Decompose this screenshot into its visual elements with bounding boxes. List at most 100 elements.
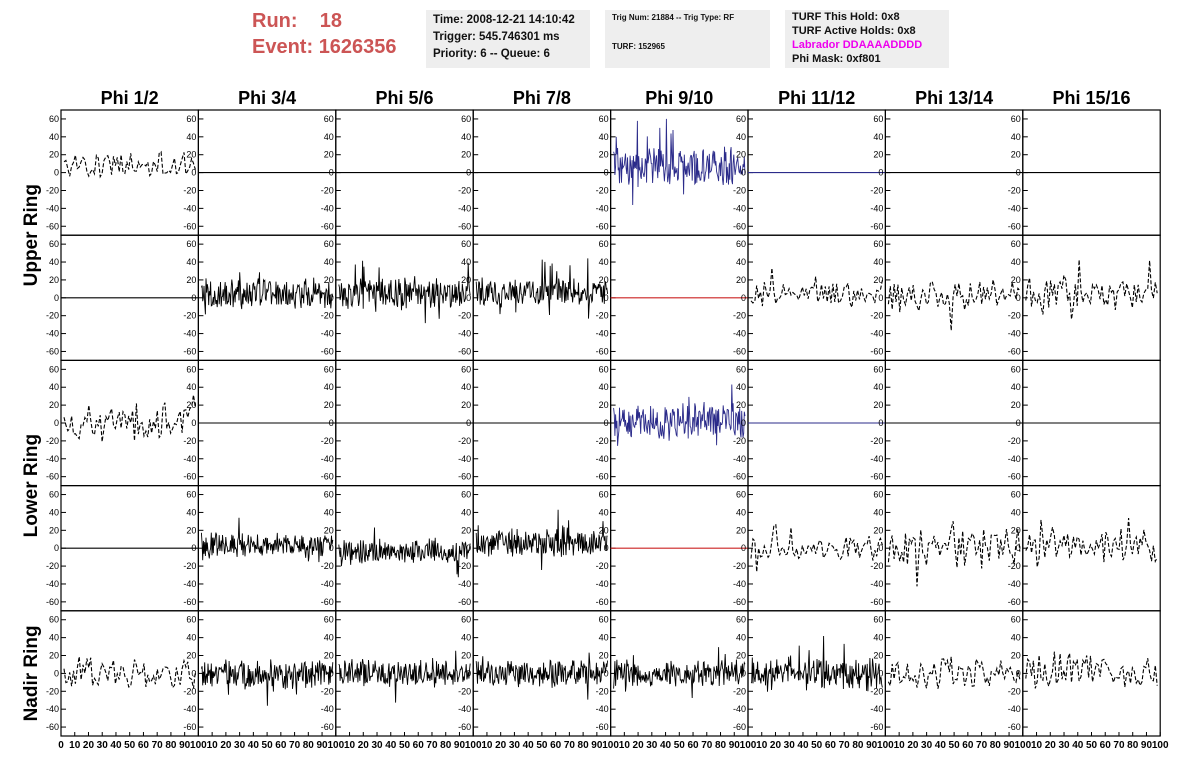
x-tick-label: 90 (591, 740, 603, 751)
y-tick-label: -20 (321, 561, 334, 571)
y-tick-label: 20 (49, 150, 59, 160)
x-tick-label: 10 (69, 740, 81, 751)
y-tick-label: 40 (1011, 382, 1021, 392)
y-tick-label: 20 (873, 651, 883, 661)
x-tick-label: 40 (1072, 740, 1084, 751)
y-tick-label: 60 (873, 364, 883, 374)
y-tick-label: -20 (46, 686, 59, 696)
y-tick-label: 20 (736, 275, 746, 285)
y-tick-label: -20 (733, 311, 746, 321)
y-tick-label: 20 (736, 150, 746, 160)
y-tick-label: -60 (870, 722, 883, 732)
y-tick-label: 60 (873, 615, 883, 625)
y-tick-label: 40 (1011, 257, 1021, 267)
column-header-4: Phi 7/8 (513, 88, 571, 108)
x-tick-label: 20 (358, 740, 370, 751)
x-tick-label: 30 (921, 740, 933, 751)
y-tick-label: -40 (1008, 454, 1021, 464)
y-tick-label: -40 (183, 704, 196, 714)
y-tick-label: 20 (186, 275, 196, 285)
y-tick-label: 20 (186, 525, 196, 535)
x-tick-label: 70 (1113, 740, 1125, 751)
panel-frame (60, 359, 199, 487)
y-tick-label: -20 (1008, 311, 1021, 321)
y-tick-label: -60 (1008, 221, 1021, 231)
y-tick-label: 20 (873, 150, 883, 160)
y-tick-label: 0 (329, 668, 334, 678)
y-tick-label: 40 (461, 257, 471, 267)
y-tick-label: -20 (870, 561, 883, 571)
y-tick-label: -60 (183, 346, 196, 356)
y-tick-label: -20 (183, 436, 196, 446)
phi-mask-text: Phi Mask: 0xf801 (792, 53, 881, 65)
y-tick-label: 40 (186, 633, 196, 643)
y-tick-label: 0 (741, 293, 746, 303)
y-tick-label: -40 (870, 704, 883, 714)
y-tick-label: -20 (458, 686, 471, 696)
trigger-info-box: Trig Num: 21884 -- Trig Type: RF TURF: 1… (605, 10, 770, 68)
x-tick-label: 80 (1127, 740, 1139, 751)
x-tick-label: 30 (234, 740, 246, 751)
y-tick-label: -20 (596, 561, 609, 571)
y-tick-label: -20 (733, 561, 746, 571)
x-tick-label: 70 (701, 740, 713, 751)
x-tick-label: 90 (1141, 740, 1153, 751)
waveform-trace (475, 258, 609, 319)
y-tick-label: 0 (878, 418, 883, 428)
y-tick-label: 0 (878, 668, 883, 678)
y-tick-label: -60 (1008, 722, 1021, 732)
x-tick-label: 60 (825, 740, 837, 751)
y-tick-label: 0 (878, 543, 883, 553)
y-tick-label: -40 (870, 579, 883, 589)
y-tick-label: 40 (736, 507, 746, 517)
x-tick-label: 30 (784, 740, 796, 751)
y-tick-label: -20 (596, 311, 609, 321)
column-header-2: Phi 3/4 (238, 88, 296, 108)
x-tick-label: 60 (1100, 740, 1112, 751)
x-tick-label: 90 (179, 740, 191, 751)
y-tick-label: -60 (458, 346, 471, 356)
waveform-trace (475, 652, 609, 700)
y-tick-label: 60 (736, 364, 746, 374)
y-tick-label: 40 (49, 633, 59, 643)
y-tick-label: 60 (324, 615, 334, 625)
y-tick-label: -20 (870, 686, 883, 696)
x-tick-label: 50 (536, 740, 548, 751)
y-tick-label: 60 (599, 239, 609, 249)
waveform-trace (887, 279, 1021, 331)
y-tick-label: 40 (599, 257, 609, 267)
y-tick-label: 0 (191, 543, 196, 553)
y-tick-label: 20 (49, 275, 59, 285)
event-value: 1626356 (318, 36, 397, 58)
x-tick-label: 60 (138, 740, 150, 751)
y-tick-label: -20 (183, 561, 196, 571)
y-tick-label: -20 (1008, 686, 1021, 696)
y-tick-label: 40 (599, 507, 609, 517)
x-tick-label: 40 (248, 740, 260, 751)
run-event-label: Run: 18 Event: 1626356 (252, 8, 397, 60)
y-tick-label: 20 (324, 400, 334, 410)
y-tick-label: -60 (733, 597, 746, 607)
turf-info-box: TURF This Hold: 0x8 TURF Active Holds: 0… (785, 10, 949, 68)
y-tick-label: -40 (870, 454, 883, 464)
y-tick-label: 60 (599, 364, 609, 374)
waveform-trace (63, 656, 196, 689)
y-tick-label: -60 (733, 472, 746, 482)
x-tick-label: 20 (495, 740, 507, 751)
row-label-upper-ring: Upper Ring (21, 184, 42, 286)
waveform-trace (613, 384, 746, 446)
waveform-trace (338, 260, 471, 324)
y-tick-label: 20 (186, 651, 196, 661)
y-tick-label: 40 (599, 633, 609, 643)
y-tick-label: 0 (191, 293, 196, 303)
x-tick-label: 60 (550, 740, 562, 751)
x-tick-label: 60 (962, 740, 974, 751)
x-tick-label: 100 (877, 740, 894, 751)
column-header-1: Phi 1/2 (101, 88, 159, 108)
y-tick-label: 0 (741, 168, 746, 178)
y-tick-label: 0 (1016, 168, 1021, 178)
y-tick-label: -60 (183, 597, 196, 607)
y-tick-label: -20 (183, 185, 196, 195)
y-tick-label: -20 (733, 185, 746, 195)
